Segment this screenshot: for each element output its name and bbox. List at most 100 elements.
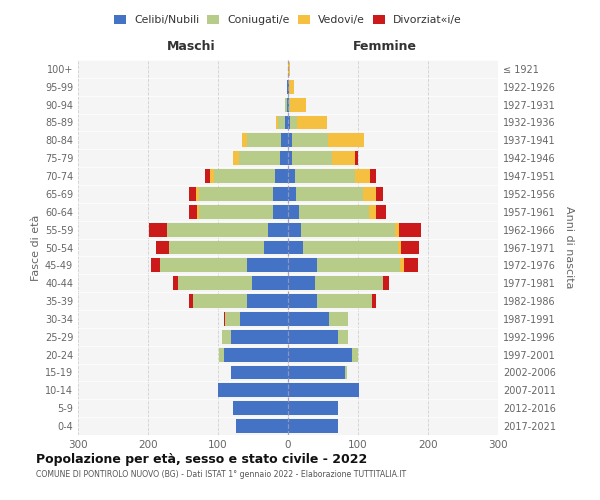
Bar: [401, 240, 419, 254]
Bar: [199, 205, 272, 219]
Bar: [178, 276, 251, 290]
Bar: [241, 312, 288, 326]
Bar: [299, 205, 368, 219]
Bar: [284, 98, 287, 112]
Bar: [288, 62, 290, 76]
Bar: [304, 240, 398, 254]
Text: Popolazione per età, sesso e stato civile - 2022: Popolazione per età, sesso e stato civil…: [36, 452, 367, 466]
Text: Maschi: Maschi: [167, 40, 216, 52]
Bar: [363, 187, 376, 201]
Bar: [295, 169, 355, 183]
Bar: [355, 151, 358, 165]
Bar: [272, 187, 288, 201]
Bar: [288, 240, 304, 254]
Bar: [281, 134, 288, 147]
Y-axis label: Anni di nascita: Anni di nascita: [564, 206, 574, 289]
Legend: Celibi/Nubili, Coniugati/e, Vedovi/e, Divorziat«i/e: Celibi/Nubili, Coniugati/e, Vedovi/e, Di…: [110, 10, 466, 29]
Bar: [288, 366, 346, 380]
Bar: [288, 312, 329, 326]
Bar: [398, 222, 421, 236]
Bar: [230, 366, 288, 380]
Bar: [288, 294, 317, 308]
Bar: [290, 98, 305, 112]
Bar: [288, 419, 338, 433]
Bar: [292, 134, 328, 147]
Bar: [332, 151, 355, 165]
Bar: [383, 276, 389, 290]
Bar: [288, 384, 359, 398]
Bar: [288, 169, 295, 183]
Bar: [278, 116, 285, 130]
Bar: [275, 169, 288, 183]
Bar: [263, 240, 288, 254]
Bar: [233, 401, 288, 415]
Bar: [376, 187, 383, 201]
Bar: [169, 240, 263, 254]
Bar: [288, 187, 296, 201]
Bar: [188, 205, 197, 219]
Bar: [218, 384, 288, 398]
Bar: [314, 276, 383, 290]
Bar: [370, 169, 376, 183]
Bar: [288, 205, 299, 219]
Bar: [251, 276, 288, 290]
Bar: [288, 401, 338, 415]
Bar: [400, 258, 404, 272]
Bar: [317, 294, 372, 308]
Bar: [173, 276, 178, 290]
Bar: [376, 205, 386, 219]
Bar: [239, 151, 280, 165]
Bar: [372, 294, 376, 308]
Bar: [280, 151, 288, 165]
Bar: [287, 80, 288, 94]
Bar: [296, 187, 363, 201]
Bar: [398, 240, 401, 254]
Y-axis label: Fasce di età: Fasce di età: [31, 214, 41, 280]
Bar: [233, 151, 239, 165]
Bar: [288, 134, 292, 147]
Bar: [355, 169, 370, 183]
Bar: [328, 134, 364, 147]
Bar: [214, 169, 275, 183]
Bar: [247, 258, 288, 272]
Bar: [224, 348, 288, 362]
Bar: [288, 222, 301, 236]
Bar: [220, 348, 224, 362]
Bar: [352, 348, 358, 362]
Bar: [297, 116, 326, 130]
Bar: [199, 187, 272, 201]
Bar: [288, 258, 317, 272]
Bar: [268, 222, 288, 236]
Bar: [188, 187, 196, 201]
Bar: [287, 98, 288, 112]
Bar: [210, 169, 214, 183]
Bar: [301, 222, 395, 236]
Bar: [205, 169, 210, 183]
Bar: [242, 134, 247, 147]
Bar: [197, 205, 199, 219]
Bar: [289, 98, 290, 112]
Bar: [193, 294, 247, 308]
Bar: [290, 116, 297, 130]
Bar: [224, 312, 225, 326]
Bar: [292, 151, 332, 165]
Bar: [230, 330, 288, 344]
Bar: [288, 330, 338, 344]
Bar: [368, 205, 376, 219]
Bar: [404, 258, 418, 272]
Bar: [247, 134, 281, 147]
Bar: [288, 116, 290, 130]
Bar: [160, 258, 247, 272]
Bar: [288, 276, 314, 290]
Bar: [289, 80, 295, 94]
Bar: [276, 116, 278, 130]
Bar: [346, 366, 347, 380]
Text: Femmine: Femmine: [353, 40, 416, 52]
Bar: [285, 116, 288, 130]
Bar: [288, 98, 289, 112]
Bar: [247, 294, 288, 308]
Bar: [395, 222, 398, 236]
Bar: [329, 312, 348, 326]
Bar: [235, 419, 288, 433]
Bar: [288, 348, 352, 362]
